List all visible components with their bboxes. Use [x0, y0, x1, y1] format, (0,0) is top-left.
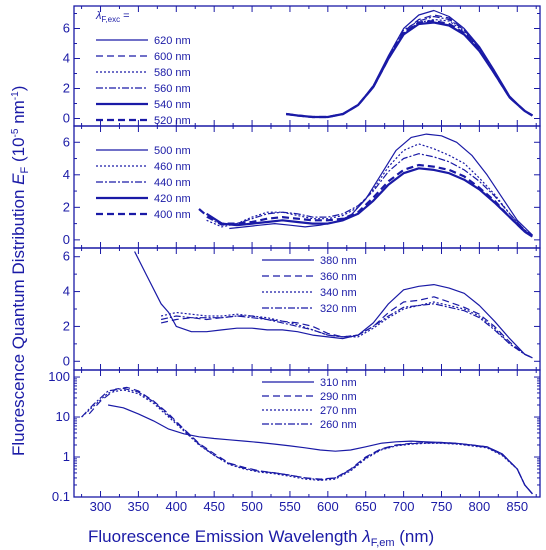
- x-tick-label: 800: [469, 499, 491, 514]
- y-tick-label: 0: [63, 353, 70, 368]
- y-axis-title-exponent: -5: [10, 128, 21, 137]
- legend-label: 290 nm: [320, 391, 357, 403]
- x-tick-label: 450: [203, 499, 225, 514]
- y-axis-title-exponent2: -1: [10, 91, 21, 100]
- x-axis-title: Fluorescence Emission Wavelength λF,em (…: [88, 527, 434, 549]
- legend-label: 620 nm: [154, 35, 191, 47]
- series-line-260-nm: [81, 387, 533, 495]
- y-axis-title-close: ): [9, 86, 28, 92]
- legend-title-symbol: λ: [95, 10, 101, 22]
- legend-label: 310 nm: [320, 377, 357, 389]
- y-tick-label: 0.1: [52, 489, 70, 504]
- series-group: [134, 251, 533, 359]
- y-axis-title-units2: nm: [9, 100, 28, 128]
- x-tick-label: 350: [128, 499, 150, 514]
- y-tick-label: 1: [63, 449, 70, 464]
- x-axis-title-symbol: λ: [361, 527, 370, 546]
- panel-frame: [73, 125, 541, 249]
- y-tick-label: 4: [63, 51, 70, 66]
- series-line-400-nm: [198, 163, 533, 238]
- x-tick-label: 700: [393, 499, 415, 514]
- y-axis-title: Fluorescence Quantum Distribution EF (10…: [9, 86, 31, 456]
- series-line-440-nm: [206, 153, 533, 236]
- y-tick-label: 4: [63, 284, 70, 299]
- x-tick-label: 400: [165, 499, 187, 514]
- series-line-420-nm: [206, 167, 533, 238]
- panel-2: 0 2 4 6 500 nm 460 nm 440 nm 420 nm 400 nm: [63, 125, 541, 249]
- legend-label: 440 nm: [154, 177, 191, 189]
- y-axis-title-main: Fluorescence Quantum Distribution: [9, 185, 28, 456]
- legend: 380 nm 360 nm 340 nm 320 nm: [262, 255, 357, 315]
- series-line-500-nm: [229, 133, 533, 236]
- legend-title-subscript: F,exc: [101, 15, 120, 24]
- legend: λF,exc = 620 nm 600 nm 580 nm 560 nm 540 nm 52…: [95, 10, 191, 127]
- legend: 500 nm 460 nm 440 nm 420 nm 400 nm: [96, 145, 191, 221]
- series-line-320-nm: [160, 303, 533, 359]
- x-tick-label: 750: [431, 499, 453, 514]
- y-tick-label: 2: [63, 318, 70, 333]
- legend-label: 270 nm: [320, 405, 357, 417]
- y-axis-title-subscript: F: [19, 166, 31, 173]
- series-line-380-nm: [134, 251, 533, 359]
- y-tick-label: 2: [63, 199, 70, 214]
- panel-frame: [73, 369, 541, 498]
- legend-label: 540 nm: [154, 99, 191, 111]
- legend-title: λF,exc =: [95, 10, 130, 24]
- x-tick-labels: 300 350 400 450 500 550 600 650 700 750 800 850: [90, 499, 528, 514]
- legend-label: 520 nm: [154, 115, 191, 127]
- legend: 310 nm 290 nm 270 nm 260 nm: [262, 377, 357, 431]
- legend-label: 380 nm: [320, 255, 357, 267]
- x-tick-label: 850: [506, 499, 528, 514]
- x-axis-title-units: (nm): [395, 527, 435, 546]
- legend-label: 460 nm: [154, 161, 191, 173]
- y-tick-label: 2: [63, 81, 70, 96]
- series-group: [286, 9, 533, 119]
- y-tick-label: 0: [63, 232, 70, 247]
- series-group: [198, 133, 533, 238]
- x-tick-label: 300: [90, 499, 112, 514]
- y-tick-label: 10: [56, 409, 70, 424]
- y-tick-label: 4: [63, 167, 70, 182]
- legend-label: 260 nm: [320, 419, 357, 431]
- legend-label: 420 nm: [154, 193, 191, 205]
- x-axis-title-subscript: F,em: [371, 537, 395, 549]
- y-tick-label: 0: [63, 111, 70, 126]
- y-tick-label: 6: [63, 134, 70, 149]
- y-axis-title-symbol: E: [9, 173, 28, 185]
- x-tick-label: 600: [317, 499, 339, 514]
- panel-frame: [73, 5, 541, 127]
- panel-4: 0.1 1 10 100 310 nm 290 nm 270 nm 260 nm: [48, 369, 541, 504]
- legend-label: 600 nm: [154, 51, 191, 63]
- series-line-540-nm: [286, 21, 533, 119]
- y-tick-label: 6: [63, 21, 70, 36]
- series-line-460-nm: [206, 143, 533, 236]
- series-line-520-nm: [286, 19, 533, 119]
- x-tick-label: 500: [241, 499, 263, 514]
- panel-frame: [73, 247, 541, 371]
- legend-label: 580 nm: [154, 67, 191, 79]
- x-tick-label: 650: [355, 499, 377, 514]
- legend-label: 400 nm: [154, 209, 191, 221]
- series-group: [81, 386, 533, 495]
- series-line-340-nm: [160, 301, 533, 359]
- legend-label: 360 nm: [320, 271, 357, 283]
- legend-title-tail: =: [120, 10, 129, 22]
- legend-label: 320 nm: [320, 303, 357, 315]
- x-axis-title-main: Fluorescence Emission Wavelength: [88, 527, 362, 546]
- legend-label: 560 nm: [154, 83, 191, 95]
- panels: 0 2 4 6 λF,exc = 620 nm 600 nm 580 nm 560 nm 540 …: [48, 5, 541, 514]
- panel-1: 0 2 4 6 λF,exc = 620 nm 600 nm 580 nm 560 nm 540 …: [63, 5, 541, 127]
- legend-label: 500 nm: [154, 145, 191, 157]
- x-tick-label: 550: [279, 499, 301, 514]
- series-line-290-nm: [88, 386, 533, 495]
- panel-3: 0 2 4 6 380 nm 360 nm 340 nm 320 nm: [63, 247, 541, 371]
- legend-label: 340 nm: [320, 287, 357, 299]
- y-axis-title-units: (10: [9, 137, 28, 166]
- y-tick-label: 100: [48, 369, 70, 384]
- series-line-580-nm: [286, 18, 533, 118]
- y-tick-label: 6: [63, 249, 70, 264]
